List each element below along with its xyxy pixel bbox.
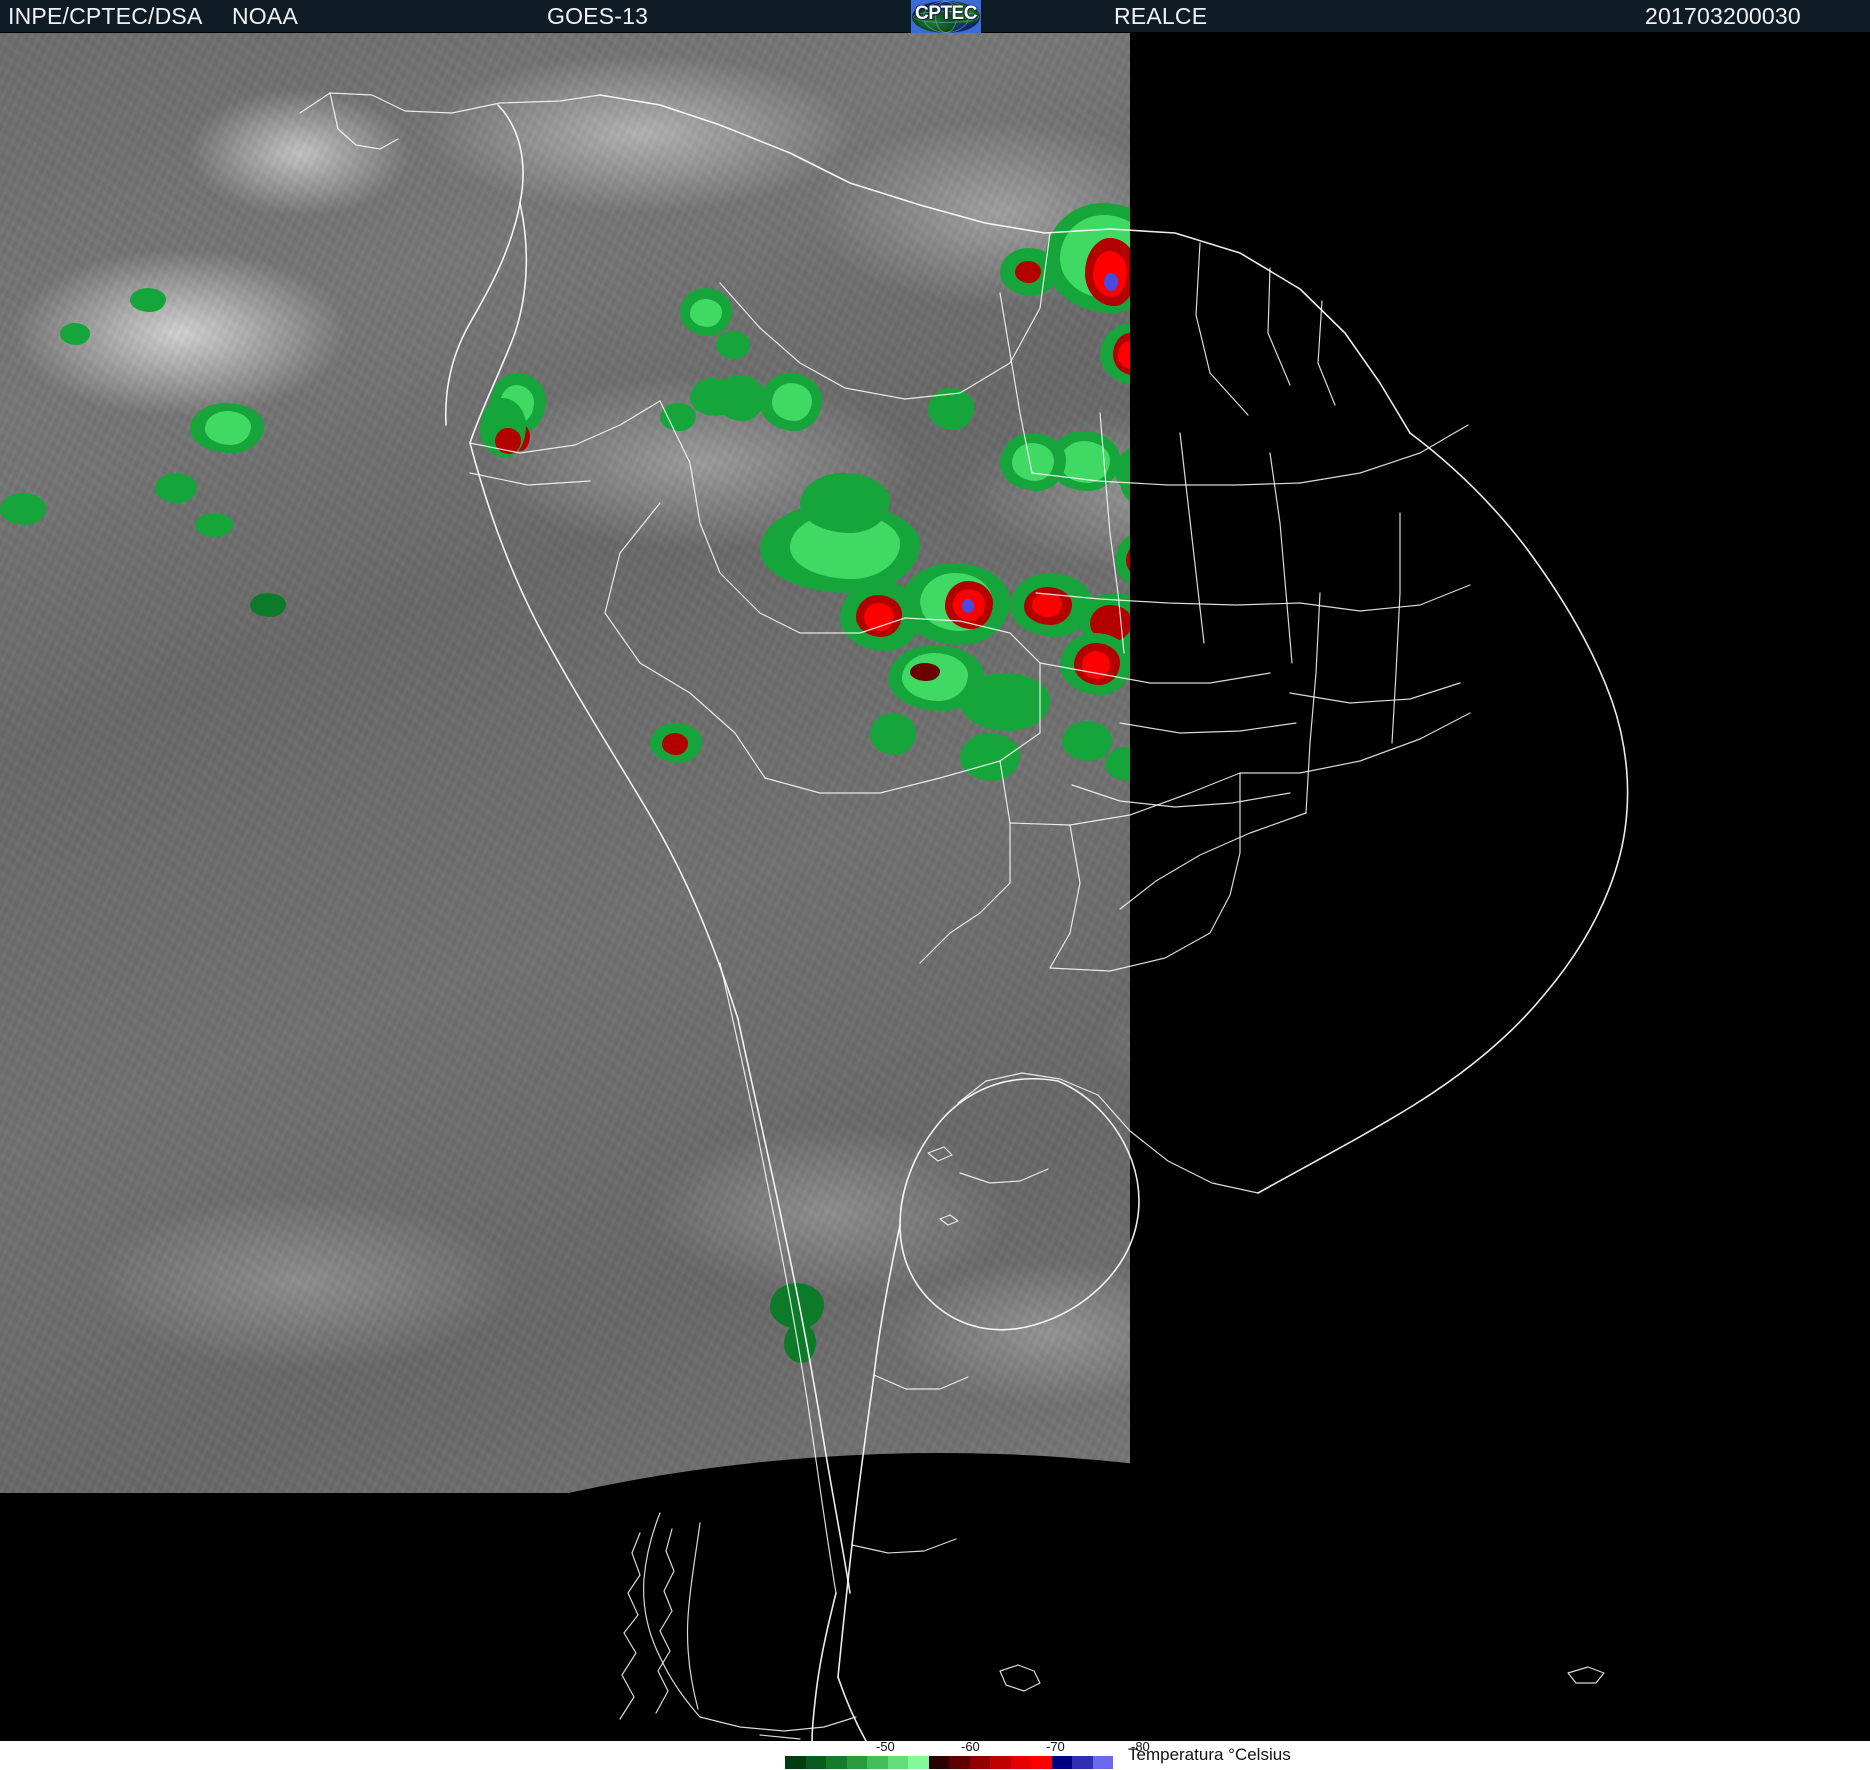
header-satellite: GOES-13	[547, 3, 649, 29]
legend-tick-minus50: -50	[876, 1739, 895, 1754]
legend-tick-minus60: -60	[961, 1739, 980, 1754]
header-timestamp: 201703200030	[1645, 3, 1801, 29]
legend-tick-minus80: -80	[1131, 1739, 1150, 1754]
temperature-colorbar	[785, 1756, 1113, 1769]
legend-tick-minus70: -70	[1046, 1739, 1065, 1754]
cptec-logo-text: CPTEC	[915, 3, 977, 24]
cptec-logo-icon: CPTEC	[911, 0, 981, 34]
header-bar: INPE/CPTEC/DSA NOAA GOES-13 CPTEC REALCE…	[0, 0, 1870, 34]
temperature-legend: -50 -60 -70 -80 Temperatura °Celsius	[0, 1739, 1870, 1770]
header-product: REALCE	[1114, 3, 1208, 29]
header-agency: INPE/CPTEC/DSA	[8, 3, 203, 29]
header-source: NOAA	[232, 3, 298, 29]
legend-label: Temperatura °Celsius	[1128, 1745, 1291, 1764]
satellite-image-canvas	[0, 33, 1870, 1741]
no-data-fill	[0, 1633, 1870, 1741]
